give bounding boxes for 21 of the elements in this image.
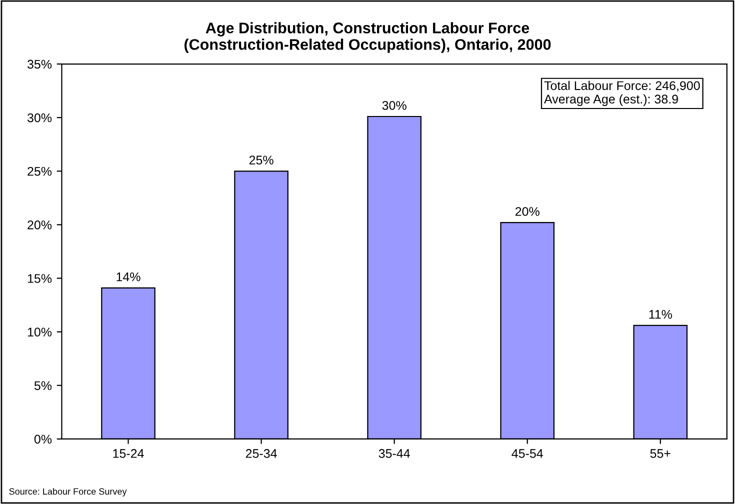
x-tick-label: 25-34	[246, 449, 277, 458]
data-label: 25%	[249, 156, 274, 165]
y-tick-label: 20%	[28, 220, 52, 230]
y-tick-label: 0%	[34, 434, 52, 444]
chart-title: Age Distribution, Construction Labour Force (Construction-Related Occupations), Ontario, 2000	[184, 22, 551, 53]
data-label: 30%	[382, 101, 406, 110]
x-tick-label: 15-24	[113, 449, 144, 458]
y-tick-label: 10%	[28, 328, 52, 336]
x-tick-label: 35-44	[378, 449, 410, 458]
y-tick-label: 15%	[28, 274, 52, 283]
source-note: Source: Labour Force Survey	[9, 488, 127, 496]
y-tick-label: 35%	[27, 60, 52, 69]
data-label: 11%	[649, 310, 672, 319]
data-label: 20%	[515, 207, 540, 216]
y-tick-label: 30%	[27, 113, 52, 122]
y-tick-label: 5%	[34, 381, 52, 390]
x-tick-label: 45-54	[512, 449, 543, 458]
y-tick-label: 25%	[28, 166, 52, 176]
annotation: Total Labour Force: 246,900 Average Age (est.): 38.9	[544, 80, 700, 106]
x-tick-label: 55+	[650, 449, 670, 458]
data-label: 14%	[116, 272, 140, 282]
